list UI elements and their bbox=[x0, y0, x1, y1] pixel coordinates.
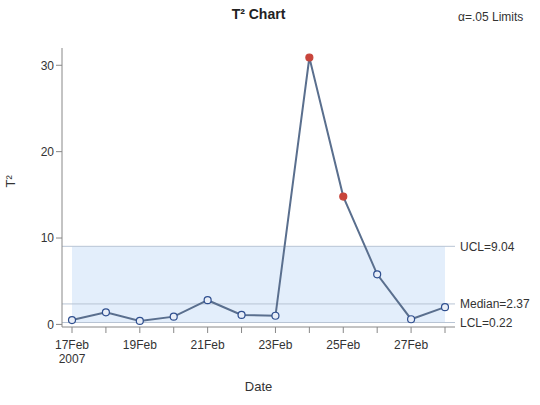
svg-text:LCL=0.22: LCL=0.22 bbox=[460, 316, 513, 330]
svg-text:Median=2.37: Median=2.37 bbox=[460, 297, 530, 311]
svg-text:17Feb2007: 17Feb2007 bbox=[55, 338, 89, 366]
svg-text:T²: T² bbox=[8, 175, 18, 188]
html-text:α=.05 Limits: α=.05 Limits bbox=[458, 10, 524, 24]
svg-text:27Feb: 27Feb bbox=[394, 338, 428, 352]
svg-text:20: 20 bbox=[41, 145, 55, 159]
svg-text:Date: Date bbox=[245, 379, 272, 394]
svg-text:19Feb: 19Feb bbox=[123, 338, 157, 352]
svg-text:23Feb: 23Feb bbox=[258, 338, 292, 352]
svg-text:30: 30 bbox=[41, 59, 55, 73]
svg-text:21Feb: 21Feb bbox=[191, 338, 225, 352]
svg-text:0: 0 bbox=[47, 318, 54, 332]
svg-text:25Feb: 25Feb bbox=[326, 338, 360, 352]
svg-text:UCL=9.04: UCL=9.04 bbox=[460, 240, 515, 254]
svg-text:10: 10 bbox=[41, 231, 55, 245]
html-text:T² Chart: T² Chart bbox=[231, 6, 286, 22]
